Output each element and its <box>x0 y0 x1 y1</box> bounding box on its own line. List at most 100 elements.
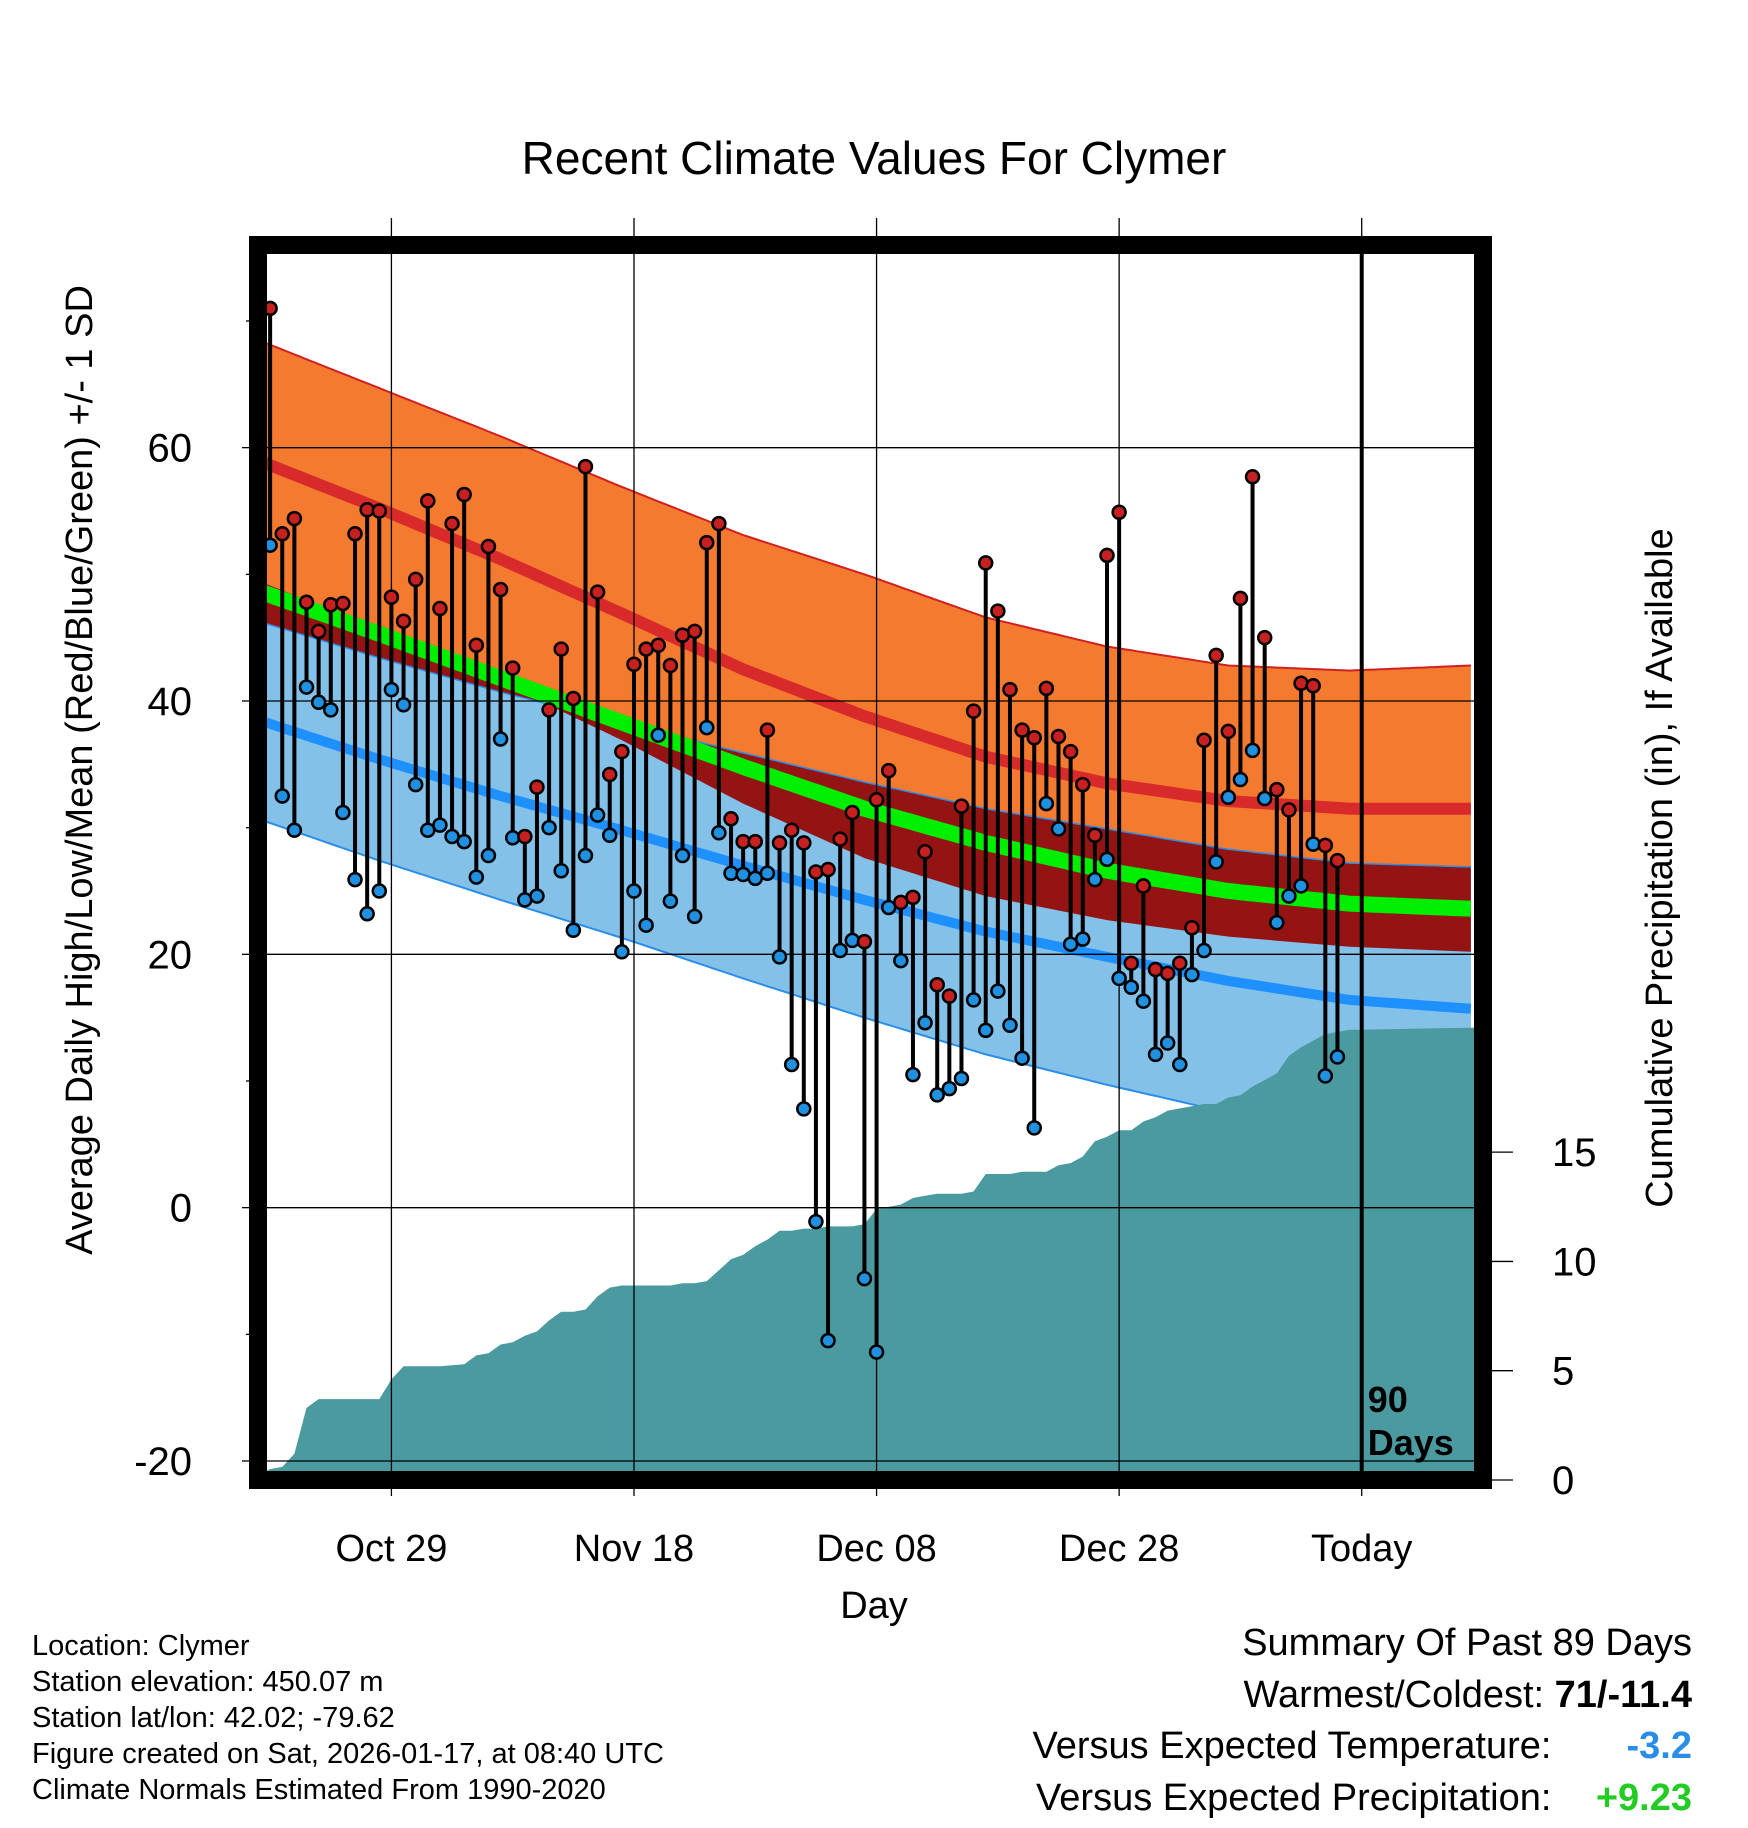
observed-high-point <box>517 828 533 845</box>
observed-low-point <box>1075 931 1091 947</box>
y-axis-label: Average Daily High/Low/Mean (Red/Blue/Gr… <box>59 285 101 1255</box>
observed-low-point <box>589 807 606 823</box>
observed-low-point <box>759 865 776 882</box>
observed-high-point <box>286 510 303 527</box>
observed-high-point <box>941 988 958 1004</box>
created-text: Figure created on Sat, 2026-01-17, at 08… <box>32 1738 664 1770</box>
normal-low-line <box>258 715 1472 1014</box>
observed-high-point <box>614 743 630 760</box>
observed-low-point <box>601 827 618 844</box>
observed-high-point <box>601 766 618 783</box>
observed-high-point <box>565 690 582 707</box>
temp-value: -3.2 <box>1626 1725 1692 1767</box>
observed-low-point <box>1147 1046 1164 1063</box>
observed-high-point <box>759 722 776 738</box>
observed-high-point <box>407 571 424 588</box>
observed-low-point <box>1329 1049 1346 1065</box>
observed-low-point <box>674 847 691 864</box>
normal-high-band <box>258 340 1471 952</box>
observed-low-point <box>1002 1017 1018 1034</box>
observed-high-point <box>1050 728 1067 745</box>
summary-title: Summary Of Past 89 Days <box>1242 1622 1692 1665</box>
x-tick-label: Today <box>1311 1528 1412 1570</box>
normal-overlap-band <box>258 580 1471 952</box>
observed-high-point <box>711 515 727 532</box>
observed-low-point <box>456 833 472 850</box>
precipitation-area <box>258 1027 1483 1480</box>
observed-low-point <box>565 922 582 939</box>
observed-low-point <box>893 952 909 969</box>
observed-low-point <box>1172 1056 1188 1073</box>
observed-low-point <box>1317 1068 1334 1084</box>
observed-low-point <box>359 906 375 922</box>
observed-high-point <box>1256 629 1273 646</box>
observed-low-point <box>407 776 424 793</box>
observed-high-point <box>1281 802 1297 818</box>
low-upper-border <box>258 620 1471 868</box>
observed-low-point <box>905 1066 921 1083</box>
observed-high-point <box>1087 827 1103 844</box>
observed-high-point <box>1002 681 1018 698</box>
observed-low-point <box>553 862 569 879</box>
x-tick-label: Nov 18 <box>574 1528 694 1570</box>
observed-low-point <box>1232 771 1249 788</box>
observed-high-point <box>1075 776 1091 793</box>
observed-high-point <box>783 822 800 838</box>
observed-low-point <box>1269 914 1285 931</box>
observed-high-point <box>965 703 982 719</box>
observed-low-point <box>383 681 400 698</box>
observed-high-point <box>589 584 606 600</box>
observed-high-point <box>1014 722 1030 738</box>
observed-low-point <box>808 1213 824 1230</box>
latlon-text: Station lat/lon: 42.02; -79.62 <box>32 1702 395 1734</box>
observed-low-point <box>662 893 679 909</box>
warmest-label: Warmest/Coldest: <box>1243 1674 1545 1716</box>
observed-high-point <box>1159 965 1176 982</box>
observed-high-point <box>1244 469 1261 485</box>
observed-high-point <box>1293 675 1309 692</box>
observed-low-point <box>686 908 703 925</box>
observed-low-point <box>1220 789 1237 806</box>
observed-high-point <box>1220 723 1237 740</box>
observed-low-point <box>626 883 642 899</box>
observed-high-point <box>1232 590 1249 607</box>
observed-high-point <box>1329 852 1346 869</box>
y2-tick-label: 0 <box>1552 1459 1574 1503</box>
observed-high-point <box>383 589 400 605</box>
observed-high-point <box>1099 547 1115 564</box>
observed-low-point <box>529 888 545 904</box>
observed-high-point <box>723 811 739 827</box>
precip-value: +9.23 <box>1595 1777 1692 1819</box>
observed-low-point <box>771 949 788 965</box>
observed-low-point <box>1038 795 1055 812</box>
observed-high-point <box>977 555 994 571</box>
observed-low-point <box>796 1101 812 1117</box>
observed-high-point <box>492 581 509 598</box>
observed-low-point <box>1026 1120 1042 1136</box>
normals-text: Climate Normals Estimated From 1990-2020 <box>32 1774 606 1806</box>
temp-label: Versus Expected Temperature: <box>1032 1725 1552 1767</box>
observed-high-point <box>456 486 472 503</box>
summary-temp-row: Versus Expected Temperature: -3.2 <box>1033 1725 1692 1768</box>
observed-high-point <box>808 864 824 880</box>
observed-low-point <box>371 883 388 899</box>
observed-high-point <box>504 660 521 676</box>
observed-high-point <box>1305 678 1321 694</box>
x-tick-label: Oct 29 <box>335 1528 447 1570</box>
observed-high-point <box>699 534 715 551</box>
observed-high-point <box>310 623 327 640</box>
observed-low-point <box>711 824 727 841</box>
observed-low-point <box>274 788 291 804</box>
observed-high-point <box>529 779 545 795</box>
observed-high-point <box>844 804 861 821</box>
y2-tick-label: 15 <box>1552 1131 1597 1175</box>
observed-low-point <box>699 719 715 736</box>
observed-low-point <box>310 694 327 711</box>
observed-high-point <box>771 835 788 851</box>
observed-high-point <box>395 613 412 629</box>
observed-high-point <box>1111 504 1127 521</box>
observed-low-point <box>1135 993 1152 1009</box>
observed-high-point <box>917 843 933 860</box>
